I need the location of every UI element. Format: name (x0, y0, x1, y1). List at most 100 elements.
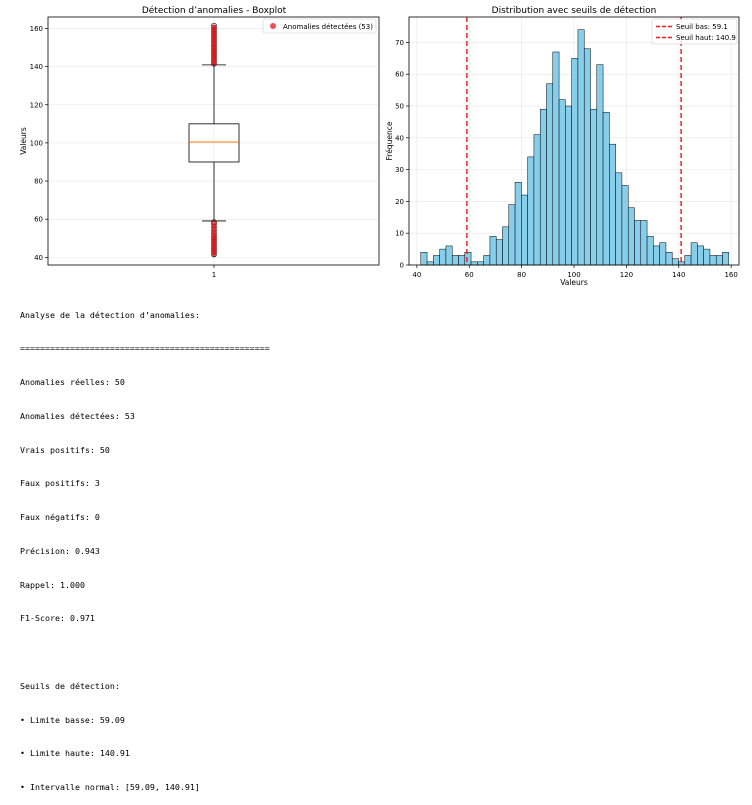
histogram-bar (521, 194, 528, 266)
histogram-bar (495, 239, 503, 266)
boxplot-legend-label: Anomalies détectées (53) (283, 23, 373, 31)
histogram-legend: Seuil bas: 59.1 Seuil haut: 140.9 (651, 18, 738, 45)
boxplot-y-label: Valeurs (19, 127, 28, 155)
histogram-bar (558, 99, 566, 266)
histogram-bar (665, 252, 673, 266)
histogram-bar (596, 64, 604, 266)
histogram-bar (552, 51, 560, 266)
histogram-bar (590, 108, 598, 266)
report-line: Vrais positifs: 50 (20, 444, 110, 455)
x-tick-label: 1 (212, 271, 216, 279)
histogram-bar (697, 245, 704, 266)
y-tick-label: 40 (34, 254, 43, 262)
report-threshold-line: • Limite haute: 140.91 (20, 748, 130, 759)
histogram-bar (477, 261, 484, 266)
x-tick-label: 100 (567, 271, 580, 279)
y-tick-label: 40 (395, 134, 404, 142)
report-line: Anomalies détectées: 53 (20, 410, 135, 421)
histogram-bar (634, 220, 642, 266)
boxplot-title: Détection d’anomalies - Boxplot (142, 5, 287, 16)
histogram-bar (445, 245, 453, 266)
legend-anomaly-marker (270, 23, 276, 29)
histogram-bar (653, 245, 660, 266)
histogram-title: Distribution avec seuils de détection (492, 5, 657, 16)
y-tick-label: 60 (34, 216, 43, 224)
legend-low-threshold-label: Seuil bas: 59.1 (676, 23, 728, 31)
histogram-bar (615, 172, 623, 266)
y-tick-label: 120 (30, 101, 43, 109)
boxplot-legend-box (262, 18, 377, 34)
histogram-bar (571, 58, 579, 266)
y-tick-label: 10 (395, 230, 404, 238)
report-line: Précision: 0.943 (20, 545, 100, 556)
histogram-bar (489, 236, 497, 266)
report-line: Faux positifs: 3 (20, 478, 100, 489)
histogram-bar (565, 105, 572, 266)
histogram-bar (458, 255, 466, 266)
report-line: F1-Score: 0.971 (20, 613, 95, 624)
histogram-legend-box (651, 18, 738, 45)
histogram-bar (684, 255, 692, 266)
boxplot-anomalies (211, 24, 217, 257)
histogram-bar (671, 258, 679, 266)
histogram-bar (546, 83, 554, 266)
report-threshold-line: • Limite basse: 59.09 (20, 714, 125, 725)
histogram-bar (527, 156, 535, 266)
histogram-bar (451, 255, 459, 266)
histogram-x-ticks: 40 60 80 100 120 140 160 (412, 265, 738, 279)
y-tick-label: 60 (395, 71, 404, 79)
x-tick-label: 40 (412, 271, 421, 279)
boxplot-body (188, 64, 240, 222)
report-line: Anomalies réelles: 50 (20, 377, 125, 387)
x-tick-label: 120 (620, 271, 633, 279)
histogram-bar (470, 261, 478, 266)
anomaly-point (211, 24, 217, 30)
histogram-bar (715, 255, 723, 266)
histogram-bar (502, 226, 510, 266)
y-tick-label: 20 (395, 198, 404, 206)
report-line: Rappel: 1.000 (20, 579, 85, 590)
y-tick-label: 0 (400, 262, 404, 270)
boxplot-legend: Anomalies détectées (53) (262, 18, 377, 34)
histogram-bar (621, 185, 629, 266)
x-tick-label: 160 (724, 271, 737, 279)
boxplot-x-ticks: 1 (212, 265, 216, 279)
y-tick-label: 160 (30, 25, 43, 33)
histogram-y-label: Fréquence (385, 121, 394, 160)
histogram-bar (483, 255, 491, 266)
histogram-bar (602, 112, 610, 266)
histogram-bar (577, 29, 585, 266)
histogram-bar (539, 108, 547, 266)
report-threshold-line: • Intervalle normal: [59.09, 140.91] (20, 782, 200, 792)
boxplot-axes-frame (47, 16, 380, 266)
histogram-bar (659, 242, 667, 266)
histogram-bar (464, 252, 472, 266)
histogram-bar (533, 134, 541, 266)
report-line: Faux négatifs: 0 (20, 512, 100, 522)
histogram-bar (690, 242, 698, 266)
histogram-bar (426, 261, 434, 266)
histogram-bar (609, 143, 616, 266)
y-tick-label: 70 (395, 39, 404, 47)
figure: Détection d’anomalies - Boxplot 40608010… (19, 5, 740, 287)
x-tick-label: 60 (465, 271, 474, 279)
boxplot-panel: Détection d’anomalies - Boxplot 40 60 80 10… (19, 5, 380, 279)
report-blank (20, 647, 270, 658)
analysis-report: Analyse de la détection d’anomalies: ===… (20, 287, 270, 805)
histogram-bar (640, 220, 648, 266)
histogram-bar (646, 236, 654, 266)
y-tick-label: 140 (30, 63, 43, 71)
histogram-y-ticks: 0 10 20 30 40 50 60 70 (395, 39, 409, 270)
histogram-bar (514, 182, 522, 266)
histogram-bar (583, 48, 591, 266)
histogram-bar (627, 207, 635, 266)
histogram-bar (508, 204, 516, 266)
histogram-bar (678, 261, 686, 266)
x-tick-label: 140 (672, 271, 685, 279)
report-title: Analyse de la détection d’anomalies: (20, 309, 200, 320)
histogram-bar (439, 248, 447, 266)
report-thresholds-title: Seuils de détection: (20, 680, 120, 691)
threshold-lines (466, 17, 682, 265)
boxplot-grid (48, 17, 379, 265)
x-tick-label: 80 (517, 271, 526, 279)
